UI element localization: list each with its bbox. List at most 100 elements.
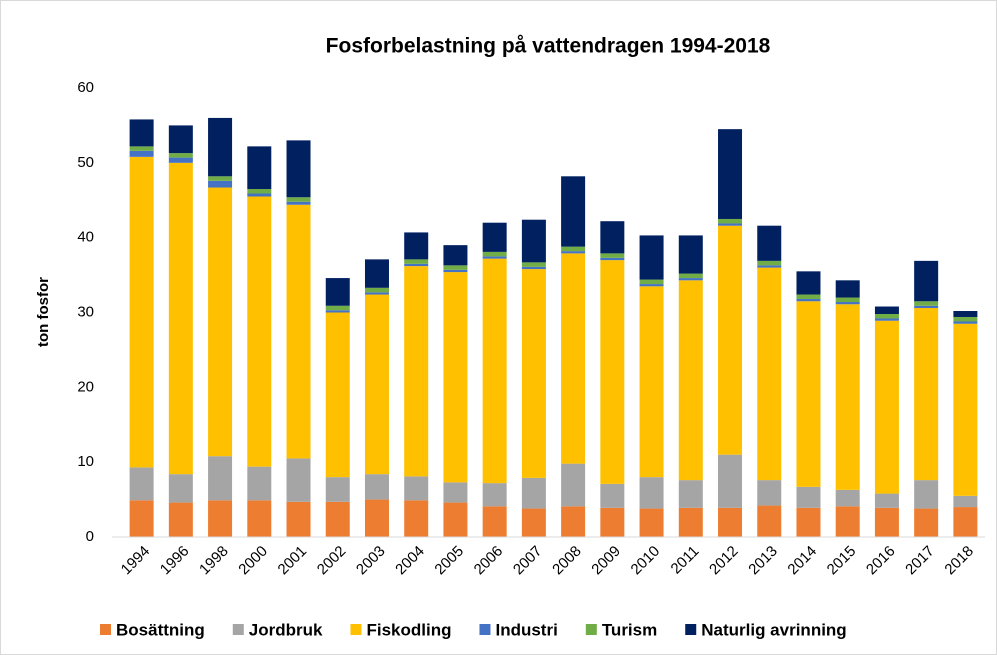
bar-segment <box>247 500 272 537</box>
legend-swatch <box>350 624 362 635</box>
bar-segment <box>678 280 703 481</box>
bar-segment <box>796 271 821 295</box>
bar-segment <box>443 502 468 537</box>
y-tick-label: 20 <box>77 378 94 395</box>
bar-segment <box>953 323 978 496</box>
bar-segment <box>129 119 154 147</box>
bar-segment <box>757 267 782 481</box>
legend-label: Jordbruk <box>249 620 323 639</box>
bar-segment <box>168 474 193 503</box>
bar-segment <box>404 232 429 260</box>
bar-segment <box>521 269 546 478</box>
bar-segment <box>600 253 625 258</box>
bar-segment <box>286 204 311 459</box>
bar-segment <box>953 321 978 324</box>
bar-segment <box>639 284 664 287</box>
bar-segment <box>639 286 664 478</box>
bar-segment <box>953 311 978 317</box>
bar-segment <box>208 117 233 177</box>
bar-segment <box>796 301 821 487</box>
bar-segment <box>561 253 586 464</box>
bar-segment <box>600 260 625 484</box>
bar-segment <box>874 320 899 494</box>
bar-segment <box>874 493 899 508</box>
bar-segment <box>835 302 860 305</box>
bar-segment <box>718 454 743 508</box>
legend-label: Bosättning <box>116 620 205 639</box>
bar-segment <box>325 501 350 537</box>
y-tick-label: 0 <box>86 528 94 545</box>
bar-segment <box>168 502 193 537</box>
bar-segment <box>247 193 272 197</box>
bar-segment <box>678 507 703 537</box>
bar-segment <box>404 476 429 501</box>
bar-segment <box>639 279 664 285</box>
bar-segment <box>482 251 507 257</box>
bar-segment <box>208 176 233 181</box>
legend-label: Fiskodling <box>366 620 451 639</box>
y-tick-label: 40 <box>77 229 94 246</box>
bar-segment <box>208 187 233 457</box>
bar-segment <box>325 278 350 306</box>
bar-segment <box>678 235 703 274</box>
bar-segment <box>678 273 703 279</box>
bar-segment <box>521 508 546 537</box>
bar-segment <box>914 480 939 509</box>
bar-segment <box>482 258 507 484</box>
bar-segment <box>247 466 272 501</box>
bar-segment <box>757 505 782 537</box>
bar-segment <box>325 305 350 311</box>
bar-segment <box>521 266 546 270</box>
bar-segment <box>482 506 507 537</box>
bar-segment <box>247 189 272 194</box>
bar-segment <box>953 507 978 537</box>
bar-segment <box>286 458 311 502</box>
bar-segment <box>443 265 468 270</box>
bar-segment <box>835 297 860 303</box>
bar-segment <box>404 259 429 264</box>
bar-segment <box>757 225 782 261</box>
bar-segment <box>757 260 782 266</box>
bar-segment <box>757 265 782 268</box>
legend-label: Naturlig avrinning <box>701 620 846 639</box>
bar-segment <box>247 196 272 467</box>
bar-segment <box>561 506 586 537</box>
bar-segment <box>129 150 154 157</box>
bar-segment <box>325 312 350 478</box>
bar-segment <box>914 308 939 481</box>
bar-segment <box>364 292 389 295</box>
bar-segment <box>364 294 389 475</box>
bar-segment <box>168 157 193 163</box>
legend-swatch <box>100 624 111 635</box>
bar-segment <box>443 245 468 266</box>
bar-segment <box>129 467 154 501</box>
bar-segment <box>521 477 546 509</box>
legend-swatch <box>585 624 597 635</box>
bar-segment <box>521 219 546 263</box>
y-tick-label: 30 <box>77 303 94 320</box>
bar-segment <box>443 482 468 503</box>
bar-segment <box>561 176 586 247</box>
bar-segment <box>914 305 939 309</box>
bar-segment <box>443 269 468 273</box>
bar-segment <box>835 506 860 537</box>
chart-title: Fosforbelastning på vattendragen 1994-20… <box>326 35 771 58</box>
bar-segment <box>286 197 311 202</box>
legend-label: Turism <box>602 620 657 639</box>
bar-segment <box>796 294 821 300</box>
bar-segment <box>168 153 193 158</box>
legend-swatch <box>232 624 244 635</box>
bar-segment <box>835 280 860 298</box>
bar-segment <box>874 507 899 537</box>
bar-segment <box>718 129 743 219</box>
bar-segment <box>521 262 546 267</box>
legend-swatch <box>479 624 491 635</box>
bar-segment <box>600 483 625 508</box>
bar-segment <box>443 272 468 483</box>
bar-segment <box>168 125 193 154</box>
y-tick-label: 10 <box>77 453 94 470</box>
bar-segment <box>874 313 899 319</box>
bar-segment <box>208 456 233 501</box>
bar-segment <box>600 221 625 254</box>
